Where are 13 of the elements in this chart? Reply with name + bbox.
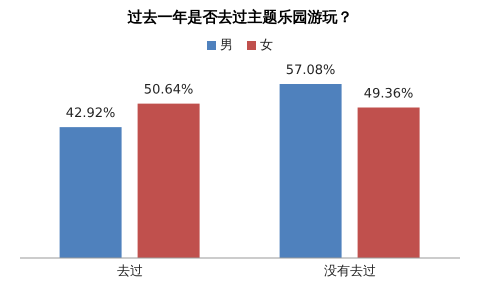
bar bbox=[60, 127, 122, 258]
legend-label: 女 bbox=[260, 37, 273, 54]
data-label: 57.08% bbox=[286, 63, 336, 78]
bar bbox=[358, 108, 420, 258]
data-label: 50.64% bbox=[144, 82, 194, 98]
chart-title: 过去一年是否去过主题乐园游玩？ bbox=[126, 8, 354, 27]
legend-label: 男 bbox=[220, 37, 233, 54]
x-tick-label: 没有去过 bbox=[324, 264, 376, 280]
data-label: 49.36% bbox=[364, 86, 414, 102]
bar bbox=[138, 104, 200, 258]
x-tick-label: 去过 bbox=[117, 264, 143, 280]
bar bbox=[280, 84, 342, 258]
data-label: 42.92% bbox=[66, 106, 116, 122]
